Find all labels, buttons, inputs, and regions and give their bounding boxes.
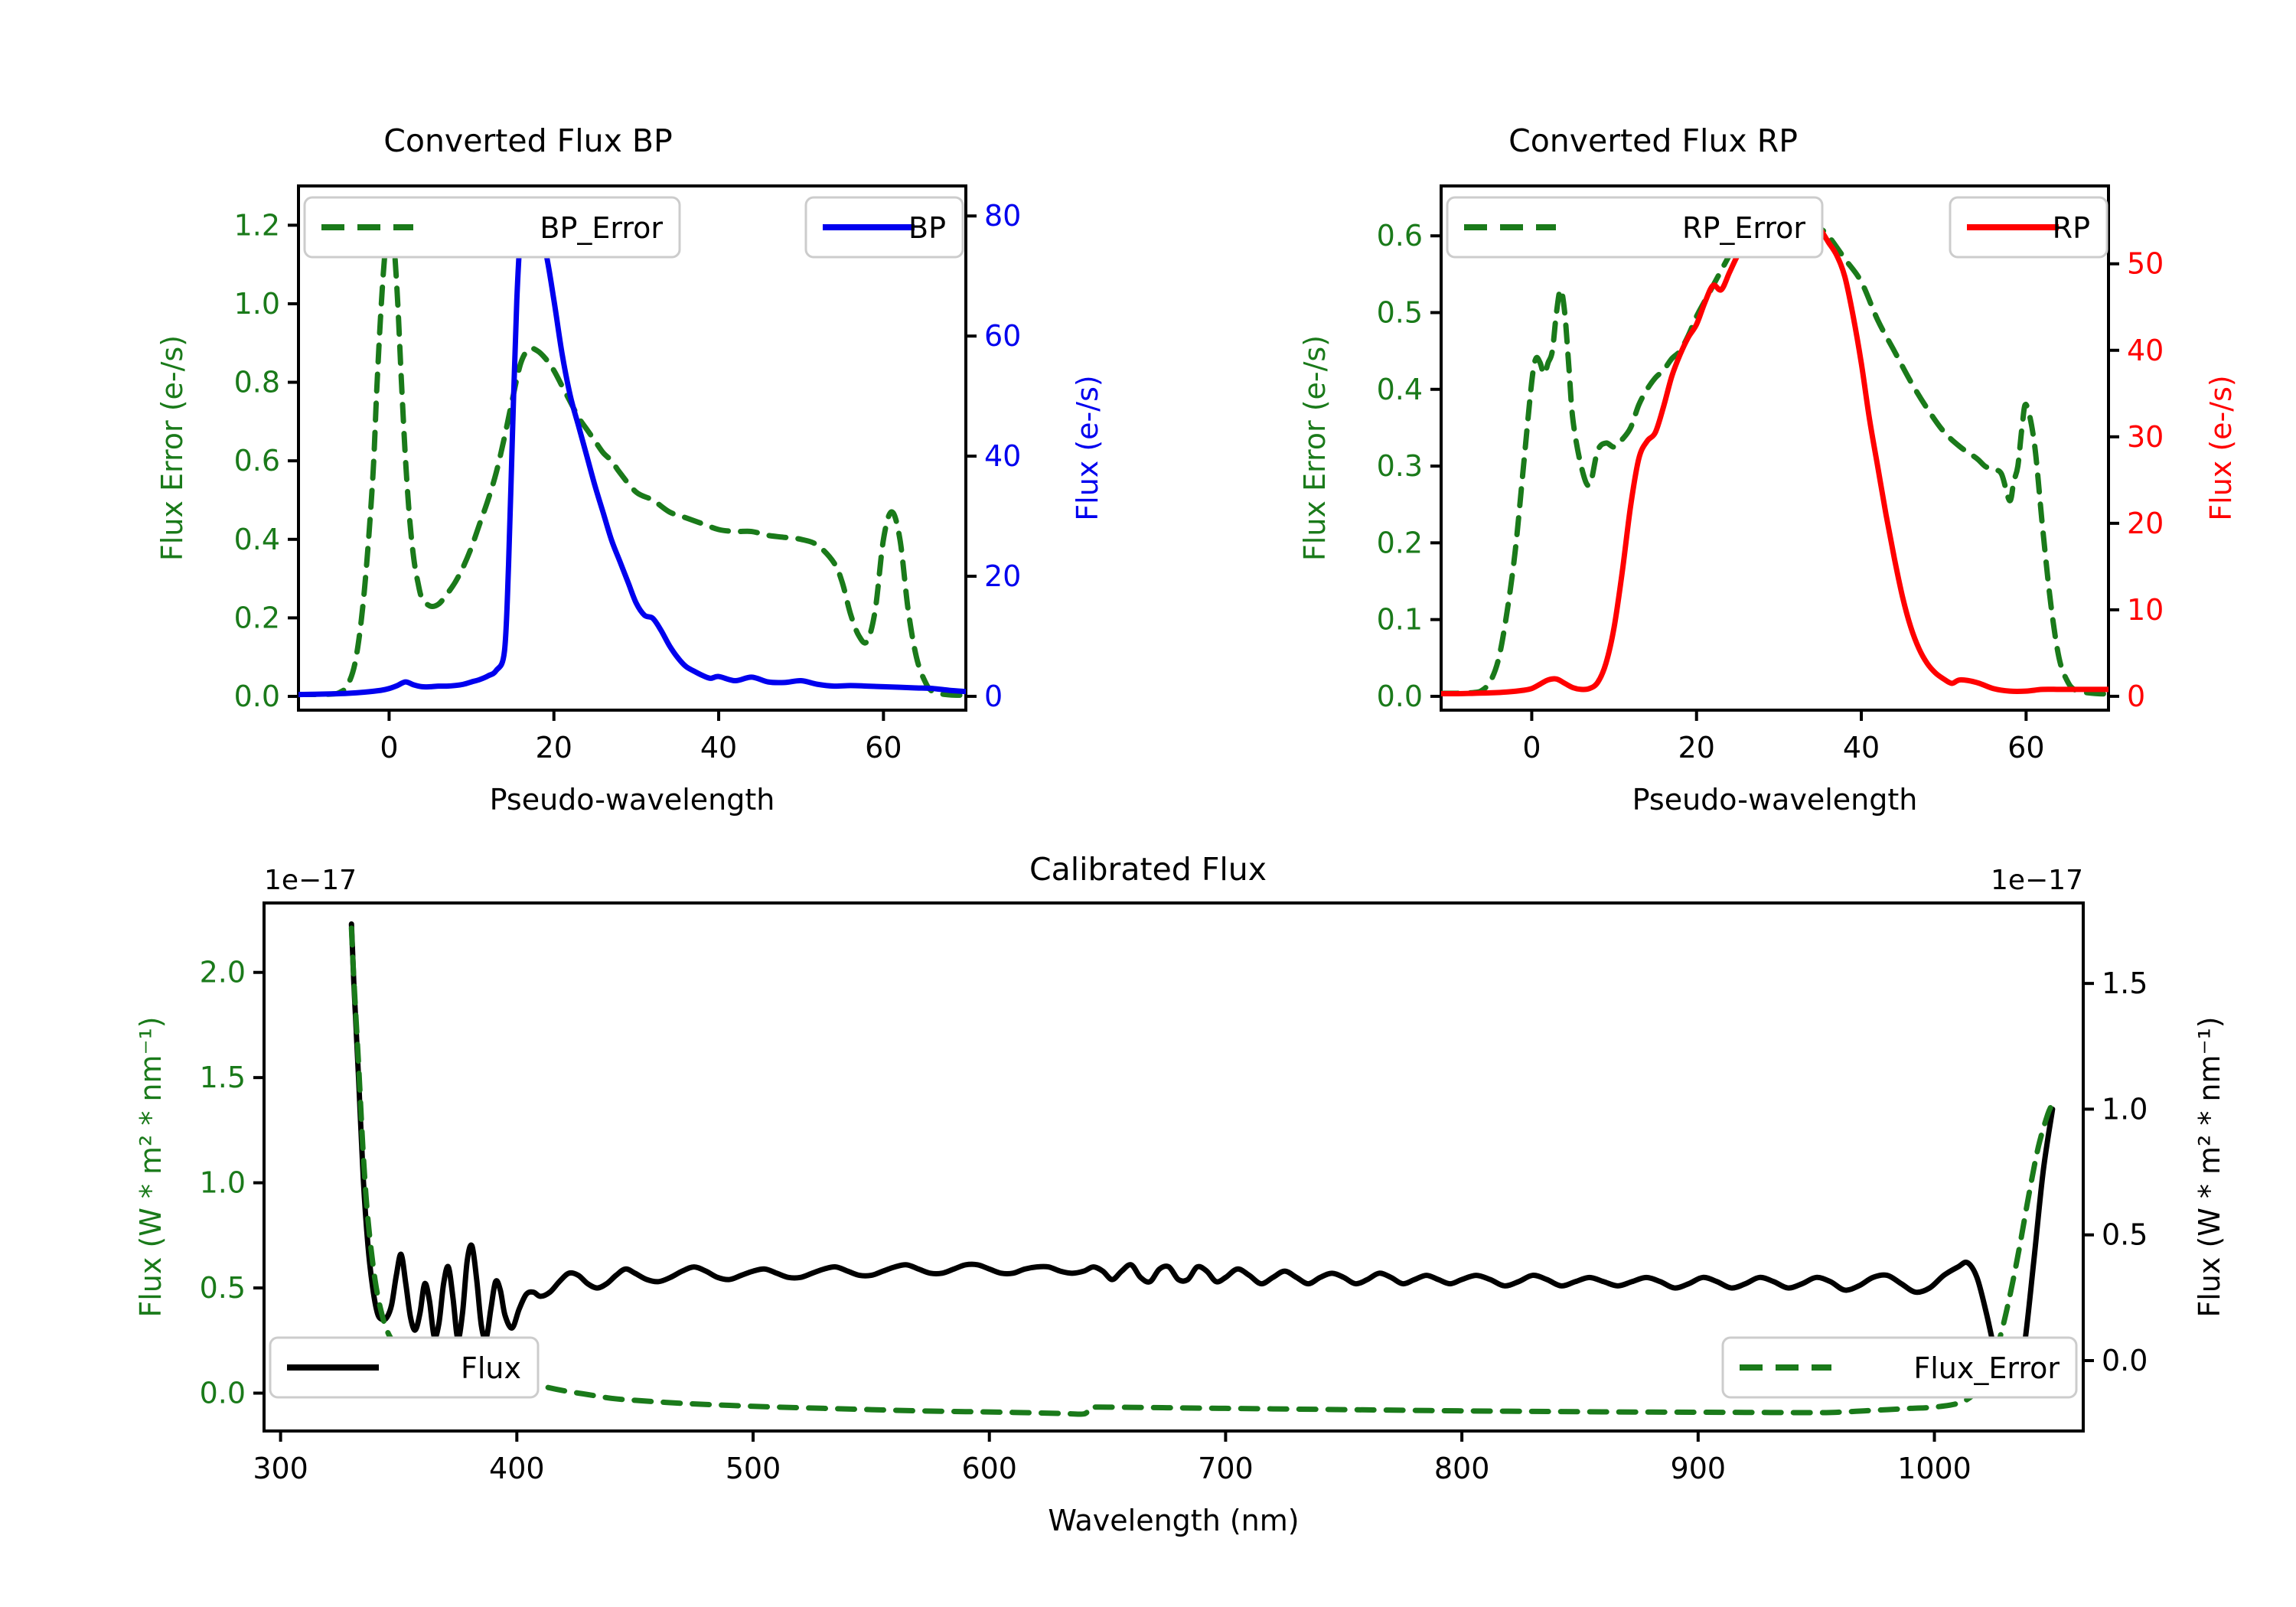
- y-tick-label-left: 2.0: [200, 956, 246, 989]
- series-line-bp: [298, 204, 966, 698]
- y-tick-label-right: 20: [2127, 507, 2164, 540]
- bp-panel-title: Converted Flux BP: [383, 122, 673, 159]
- x-tick-label: 20: [536, 731, 572, 764]
- x-axis-label: Wavelength (nm): [1048, 1504, 1299, 1537]
- legend-rp-error: RP_Error: [1446, 196, 1824, 259]
- y-tick-label-left: 0.0: [1377, 680, 1423, 713]
- y-axis-label-left: Flux (W * m² * nm⁻¹): [134, 1016, 168, 1317]
- legend-flux-error: Flux_Error: [1721, 1336, 2078, 1399]
- x-tick-label: 1000: [1897, 1452, 1971, 1485]
- x-tick-label: 800: [1434, 1452, 1490, 1485]
- calibrated-flux-plot-svg: 300 400 500 600 700 800 900 1000 Wavelength (nm)…: [134, 865, 2226, 1537]
- x-tick-label: 700: [1198, 1452, 1254, 1485]
- left-offset-exponent: 1e−17: [264, 865, 357, 896]
- x-tick-label: 0: [1522, 731, 1541, 764]
- x-axis-label: Pseudo-wavelength: [1632, 783, 1918, 817]
- y-tick-label-right: 0.0: [2102, 1344, 2148, 1377]
- x-tick-label: 40: [1843, 731, 1880, 764]
- y-tick-label-left: 0.3: [1377, 449, 1423, 483]
- y-tick-label-left: 0.8: [234, 366, 280, 399]
- legend-bp: BP: [804, 196, 964, 259]
- y-tick-label-right: 40: [2127, 334, 2164, 367]
- x-tick-label: 0: [380, 731, 398, 764]
- y-tick-label-left: 0.4: [234, 523, 280, 556]
- panel-converted-flux-rp: Converted Flux RP 0 20 40 60 Pseudo-waveleng…: [1148, 0, 2296, 817]
- y-axis-label-left: Flux Error (e-/s): [155, 335, 189, 561]
- legend-label: RP_Error: [1682, 211, 1805, 245]
- y-axis-label-right: Flux (e-/s): [1071, 375, 1104, 520]
- legend-box: [303, 196, 681, 259]
- y-tick-label-right: 0: [984, 680, 1003, 713]
- y-tick-label-left: 0.0: [200, 1377, 246, 1410]
- y-tick-label-right: 20: [984, 559, 1021, 593]
- y-tick-label-left: 0.0: [234, 680, 280, 713]
- y-tick-label-right: 0.5: [2102, 1218, 2148, 1252]
- y-tick-label-right: 60: [984, 319, 1021, 353]
- y-tick-label-right: 30: [2127, 420, 2164, 454]
- y-tick-label-left: 0.6: [1377, 219, 1423, 253]
- y-tick-label-right: 1.5: [2102, 966, 2148, 1000]
- legend-bp-error: BP_Error: [303, 196, 681, 259]
- x-tick-label: 600: [961, 1452, 1017, 1485]
- panel-converted-flux-bp: Converted Flux BP 0 20 40 60 Pseudo-waveleng…: [0, 0, 1148, 817]
- x-tick-label: 500: [726, 1452, 781, 1485]
- x-tick-label: 300: [253, 1452, 308, 1485]
- x-tick-label: 20: [1678, 731, 1715, 764]
- y-tick-label-right: 1.0: [2102, 1092, 2148, 1126]
- legend-label: Flux: [461, 1351, 521, 1385]
- y-tick-label-right: 10: [2127, 593, 2164, 627]
- rp-panel-title: Converted Flux RP: [1508, 122, 1798, 159]
- y-tick-label-left: 0.5: [200, 1271, 246, 1305]
- legend-label: RP: [2053, 211, 2090, 245]
- y-tick-label-left: 1.0: [234, 287, 280, 321]
- legend-rp: RP: [1949, 196, 2108, 259]
- y-tick-label-left: 1.2: [234, 208, 280, 242]
- series-line-rp_error: [1441, 210, 2108, 697]
- x-tick-label: 60: [2007, 731, 2044, 764]
- y-tick-label-left: 1.0: [200, 1166, 246, 1200]
- x-tick-label: 900: [1671, 1452, 1727, 1485]
- y-tick-label-left: 0.1: [1377, 603, 1423, 637]
- y-axis-label-right: Flux (e-/s): [2204, 375, 2238, 520]
- rp-plot-svg: 0 20 40 60 Pseudo-wavelength 0.0 0.1 0.2 0.3 0.4 0…: [1298, 184, 2238, 817]
- series-line-flux: [348, 921, 2056, 1396]
- legend-label: BP: [908, 211, 946, 245]
- y-tick-label-left: 0.2: [234, 601, 280, 634]
- legend-label: Flux_Error: [1913, 1351, 2060, 1385]
- bp-plot-svg: 0 20 40 60 Pseudo-wavelength 0.0 0.2 0.4 0.6 0.8 1…: [155, 184, 1104, 817]
- panel-calibrated-flux: Calibrated Flux 300 400 500 600 700 800 900 100…: [0, 811, 2296, 1607]
- x-tick-label: 40: [700, 731, 737, 764]
- legend-box: [1721, 1336, 2078, 1399]
- legend-flux: Flux: [269, 1336, 540, 1399]
- legend-label: BP_Error: [540, 211, 663, 245]
- y-axis-label-right: Flux (W * m² * nm⁻¹): [2193, 1016, 2226, 1317]
- legend-box: [1446, 196, 1824, 259]
- y-tick-label-left: 0.6: [234, 444, 280, 478]
- legend-box: [269, 1336, 540, 1399]
- x-tick-label: 60: [865, 731, 902, 764]
- y-tick-label-left: 0.5: [1377, 295, 1423, 329]
- y-tick-label-right: 50: [2127, 247, 2164, 281]
- axes-frame: [297, 184, 967, 712]
- axes-frame: [1440, 184, 2110, 712]
- y-tick-label-right: 0: [2127, 680, 2145, 713]
- y-tick-label-right: 40: [984, 439, 1021, 473]
- y-tick-label-right: 80: [984, 199, 1021, 233]
- y-axis-label-left: Flux Error (e-/s): [1298, 335, 1332, 561]
- calib-panel-title: Calibrated Flux: [1029, 851, 1267, 888]
- y-tick-label-left: 1.5: [200, 1061, 246, 1094]
- x-axis-label: Pseudo-wavelength: [490, 783, 775, 817]
- y-tick-label-left: 0.4: [1377, 373, 1423, 406]
- right-offset-exponent: 1e−17: [1991, 865, 2083, 896]
- y-tick-label-left: 0.2: [1377, 526, 1423, 559]
- x-tick-label: 400: [489, 1452, 545, 1485]
